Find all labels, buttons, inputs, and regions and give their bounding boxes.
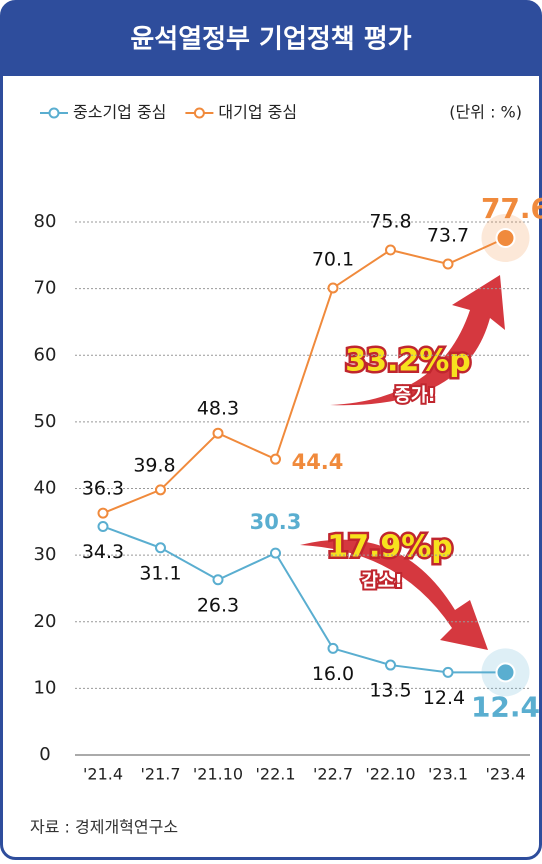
- data-point: [212, 574, 224, 586]
- data-label: 70.1: [312, 248, 354, 270]
- x-tick-label: '23.4: [485, 765, 525, 784]
- title: 윤석열정부 기업정책 평가: [130, 25, 411, 55]
- y-tick-label: 50: [34, 411, 57, 432]
- y-tick-label: 40: [34, 478, 57, 499]
- data-point: [442, 666, 454, 678]
- data-point: [97, 520, 109, 532]
- data-label: 30.3: [250, 510, 302, 534]
- annotation-decrease-value: 17.9%p: [327, 530, 453, 565]
- data-label: 31.1: [139, 562, 181, 584]
- data-point: [97, 507, 109, 519]
- data-point: [212, 427, 224, 439]
- legend-label: 중소기업 중심: [73, 103, 166, 122]
- data-label: 26.3: [197, 594, 239, 616]
- data-point: [155, 484, 166, 496]
- legend-label: 대기업 중심: [218, 103, 297, 122]
- data-point: [327, 642, 339, 654]
- data-point: [385, 659, 396, 671]
- data-label: 73.7: [427, 224, 469, 246]
- data-label: 34.3: [82, 541, 124, 563]
- data-point: [270, 547, 281, 559]
- x-tick-label: '22.10: [365, 765, 415, 784]
- data-point: [495, 662, 516, 683]
- data-label: 77.6: [481, 192, 542, 225]
- annotation-decrease-text: 감소!: [361, 571, 402, 592]
- y-tick-label: 70: [34, 278, 57, 299]
- source: 자료 : 경제개혁연구소: [30, 818, 178, 837]
- data-point: [155, 542, 166, 554]
- data-label: 44.4: [292, 450, 344, 474]
- decrease-arrow: [300, 539, 488, 650]
- x-tick-label: '21.7: [140, 765, 180, 784]
- data-point: [495, 227, 516, 248]
- x-tick-label: '21.10: [193, 765, 243, 784]
- data-label: 39.8: [133, 454, 175, 476]
- title-bar: [1, 1, 541, 76]
- x-tick-label: '21.4: [83, 765, 123, 784]
- data-label: 16.0: [312, 663, 354, 685]
- x-tick-label: '23.1: [428, 765, 468, 784]
- y-tick-label: 80: [34, 211, 57, 232]
- y-tick-label: 30: [34, 544, 57, 565]
- annotation-increase-value: 33.2%p: [345, 344, 471, 379]
- y-tick-label: 60: [34, 344, 57, 365]
- y-tick-label: 10: [34, 677, 57, 698]
- y-tick-label: 0: [39, 744, 50, 765]
- data-label: 36.3: [82, 478, 124, 500]
- data-label: 13.5: [369, 680, 411, 702]
- data-point: [385, 244, 396, 256]
- data-point: [327, 282, 339, 294]
- series-line: [102, 525, 506, 674]
- x-tick-label: '22.7: [313, 765, 353, 784]
- data-point: [270, 453, 281, 465]
- annotation-increase-text: 증가!: [394, 385, 435, 406]
- legend-marker: [48, 107, 60, 119]
- data-label: 75.8: [369, 210, 411, 232]
- increase-arrow: [330, 275, 505, 406]
- legend-marker: [193, 107, 205, 119]
- data-point: [442, 258, 454, 270]
- unit-note: (단위 : %): [449, 103, 522, 122]
- data-label: 48.3: [197, 398, 239, 420]
- data-label: 12.4: [471, 690, 540, 723]
- data-label: 12.4: [423, 687, 465, 709]
- series-line: [102, 237, 506, 515]
- y-tick-label: 20: [34, 611, 57, 632]
- x-tick-label: '22.1: [255, 765, 295, 784]
